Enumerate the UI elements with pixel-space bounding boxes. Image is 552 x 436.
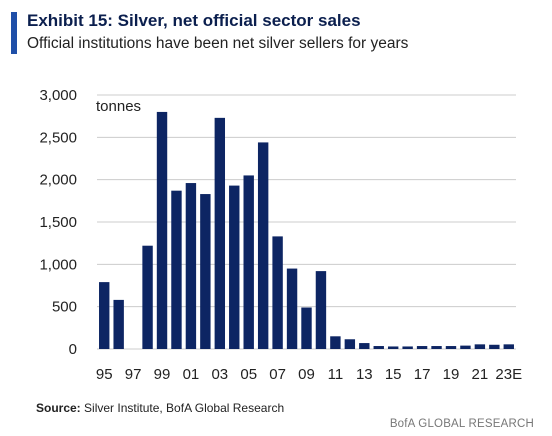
bar-10 bbox=[315, 271, 327, 349]
bar-12 bbox=[344, 339, 356, 349]
x-tick-label: 99 bbox=[154, 366, 171, 383]
bar-13 bbox=[359, 343, 370, 349]
bar-07 bbox=[272, 236, 283, 349]
x-tick-label: 03 bbox=[211, 366, 228, 383]
y-tick-label: 3,000 bbox=[39, 87, 77, 104]
x-tick-label: 23E bbox=[495, 366, 522, 383]
bar-15 bbox=[387, 346, 399, 349]
bar-19 bbox=[445, 346, 457, 349]
bar-18 bbox=[431, 346, 442, 349]
bar-96 bbox=[113, 299, 124, 349]
y-tick-label: 1,000 bbox=[39, 256, 77, 273]
x-tick-label: 13 bbox=[356, 366, 373, 383]
bar-00 bbox=[171, 190, 182, 349]
bar-95 bbox=[99, 282, 110, 349]
brand-footer: BofA GLOBAL RESEARCH bbox=[389, 418, 534, 430]
source-label: Source: bbox=[36, 401, 81, 415]
x-tick-label: 17 bbox=[414, 366, 431, 383]
source-text: Silver Institute, BofA Global Research bbox=[80, 401, 285, 415]
bars bbox=[99, 111, 514, 349]
bar-02 bbox=[200, 194, 211, 349]
x-tick-label: 05 bbox=[240, 366, 257, 383]
chart-title: Exhibit 15: Silver, net official sector … bbox=[27, 11, 361, 30]
x-tick-label: 21 bbox=[472, 366, 489, 383]
bar-04 bbox=[229, 185, 240, 349]
y-tick-label: 500 bbox=[52, 299, 77, 316]
bar-20 bbox=[460, 345, 471, 349]
bar-11 bbox=[330, 336, 341, 349]
bar-21 bbox=[474, 344, 486, 349]
x-tick-label: 07 bbox=[269, 366, 286, 383]
x-tick-label: 97 bbox=[125, 366, 142, 383]
bar-16 bbox=[402, 346, 413, 349]
y-tick-label: 0 bbox=[69, 341, 77, 358]
bar-chart: 0 500 1,000 1,500 2,000 2,500 3,000 95 97 99 01 03… bbox=[39, 87, 522, 383]
source-note: Source: Silver Institute, BofA Global Re… bbox=[36, 401, 284, 415]
bar-05 bbox=[243, 175, 254, 349]
bar-99 bbox=[156, 111, 168, 349]
bar-09 bbox=[301, 307, 312, 349]
x-tick-label: 11 bbox=[328, 366, 344, 383]
y-axis-unit-label: tonnes bbox=[96, 98, 144, 115]
bar-06 bbox=[257, 142, 269, 349]
x-tick-label: 09 bbox=[298, 366, 315, 383]
bar-17 bbox=[416, 346, 428, 349]
x-tick-label: 01 bbox=[183, 366, 200, 383]
title-accent-bar bbox=[11, 12, 17, 54]
bar-14 bbox=[373, 346, 384, 349]
bar-23E bbox=[503, 344, 514, 349]
bar-08 bbox=[286, 268, 298, 349]
y-tick-label: 1,500 bbox=[39, 214, 77, 231]
x-tick-label: 95 bbox=[96, 366, 113, 383]
chart-subtitle: Official institutions have been net silv… bbox=[27, 35, 409, 52]
y-axis-ticks: 0 500 1,000 1,500 2,000 2,500 3,000 bbox=[39, 87, 77, 358]
bar-98 bbox=[142, 245, 153, 349]
y-tick-label: 2,000 bbox=[39, 172, 77, 189]
x-tick-label: 15 bbox=[385, 366, 402, 383]
bar-01 bbox=[185, 183, 197, 349]
y-tick-label: 2,500 bbox=[39, 129, 77, 146]
x-axis-ticks: 95 97 99 01 03 05 07 09 11 13 15 17 19 21 23E bbox=[96, 366, 522, 383]
bar-22 bbox=[489, 344, 500, 349]
x-tick-label: 19 bbox=[443, 366, 460, 383]
bar-03 bbox=[214, 117, 226, 349]
